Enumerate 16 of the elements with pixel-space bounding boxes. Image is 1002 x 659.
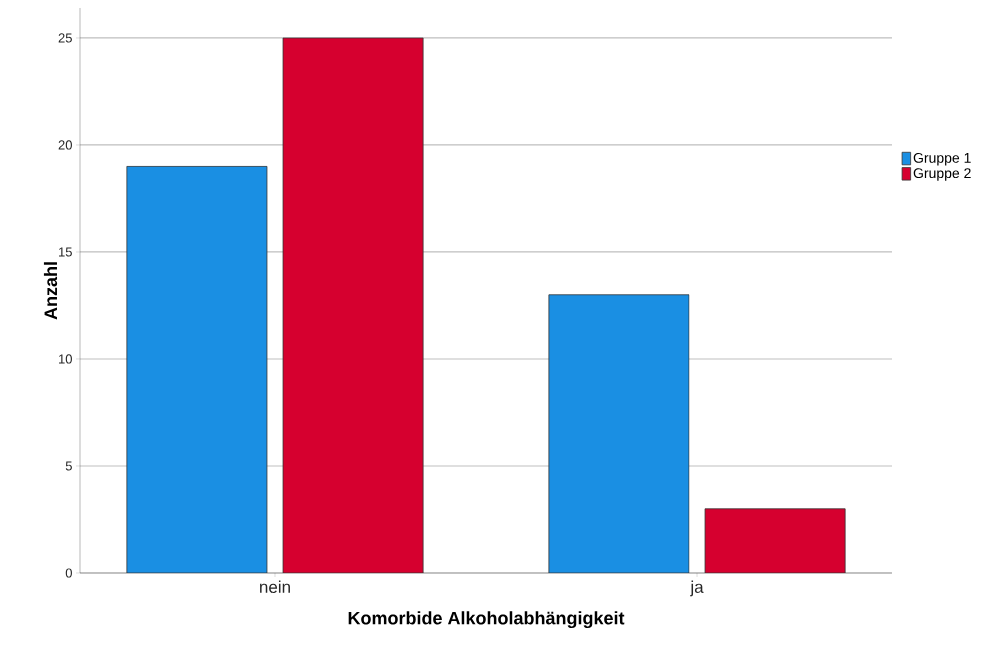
y-tick-label: 15 xyxy=(59,247,72,257)
x-tick-label: nein xyxy=(260,580,290,594)
x-axis-title: Komorbide Alkoholabhängigkeit xyxy=(348,611,625,629)
y-tick-label: 10 xyxy=(59,354,72,364)
y-tick-label: 5 xyxy=(65,461,72,471)
bar xyxy=(282,37,424,573)
legend-label: Gruppe 1 xyxy=(913,152,971,166)
y-tick-label: 0 xyxy=(65,568,72,578)
legend-label: Gruppe 2 xyxy=(913,168,971,181)
y-tick-label: 20 xyxy=(58,140,72,150)
y-axis-title: Anzahl xyxy=(43,262,58,320)
bar xyxy=(126,165,268,573)
y-tick-label: 25 xyxy=(58,33,72,43)
bar xyxy=(704,508,846,573)
bar xyxy=(548,294,690,573)
x-tick-label: ja xyxy=(689,580,704,597)
